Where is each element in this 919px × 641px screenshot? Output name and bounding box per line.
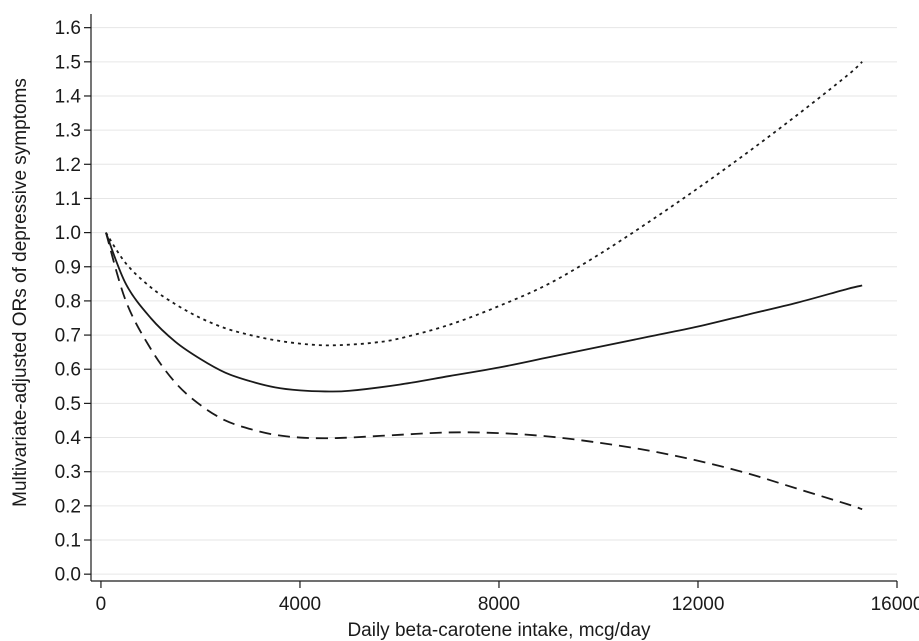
x-axis-ticks: 0 4000 8000 12000 16000: [96, 581, 919, 615]
x-tick-label: 12000: [672, 594, 725, 615]
y-tick-label: 0.9: [55, 257, 81, 278]
y-tick-label: 0.0: [55, 565, 81, 586]
x-tick-label: 8000: [478, 594, 520, 615]
y-tick-label: 1.0: [55, 223, 81, 244]
y-tick-label: 0.8: [55, 291, 81, 312]
y-axis-title: Multivariate-adjusted ORs of depressive …: [10, 78, 31, 507]
gridlines: [91, 27, 897, 575]
series-line-solid: [105, 232, 863, 393]
x-tick-label: 4000: [279, 594, 321, 615]
y-tick-label: 1.1: [55, 189, 81, 210]
y-tick-label: 0.5: [55, 394, 81, 415]
x-tick-label: 16000: [871, 594, 919, 615]
y-tick-label: 0.6: [55, 360, 81, 381]
y-tick-label: 0.1: [55, 531, 81, 552]
y-tick-label: 0.7: [55, 326, 81, 347]
y-tick-label: 0.2: [55, 496, 81, 517]
x-axis-title: Daily beta-carotene intake, mcg/day: [347, 620, 651, 641]
y-tick-label: 1.2: [55, 155, 81, 176]
series-line-dashed: [105, 232, 863, 511]
x-tick-label: 0: [96, 594, 107, 615]
y-tick-label: 0.3: [55, 462, 81, 483]
y-tick-label: 1.5: [55, 52, 81, 73]
y-tick-label: 1.4: [55, 86, 82, 107]
axes: [90, 14, 897, 582]
y-tick-label: 0.4: [55, 428, 82, 449]
series-group: [105, 61, 863, 511]
y-axis-ticks: 0.0 0.1 0.2 0.3 0.4 0.5 0.6 0.7 0.8 0.9 1.0 1.1 1.2 1…: [55, 18, 91, 586]
y-tick-label: 1.6: [55, 18, 81, 39]
series-line-dotted: [105, 61, 863, 347]
y-tick-label: 1.3: [55, 121, 81, 142]
